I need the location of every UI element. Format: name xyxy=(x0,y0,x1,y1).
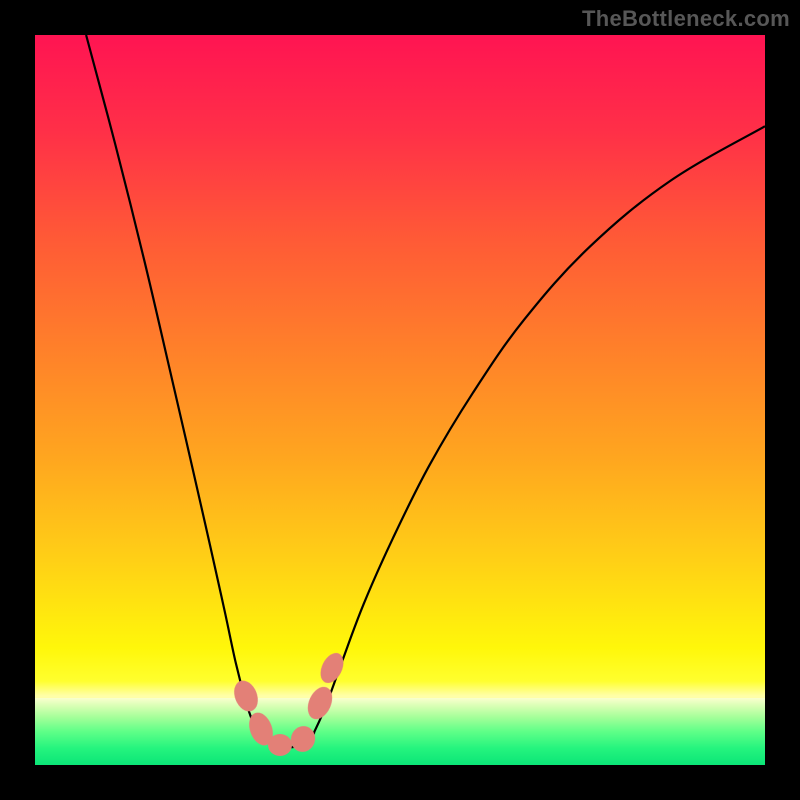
figure-canvas: TheBottleneck.com xyxy=(0,0,800,800)
bottleneck-curve xyxy=(35,35,765,765)
plot-area xyxy=(35,35,765,765)
curve-marker xyxy=(268,734,292,756)
curve-path xyxy=(86,35,765,747)
watermark-label: TheBottleneck.com xyxy=(582,6,790,32)
